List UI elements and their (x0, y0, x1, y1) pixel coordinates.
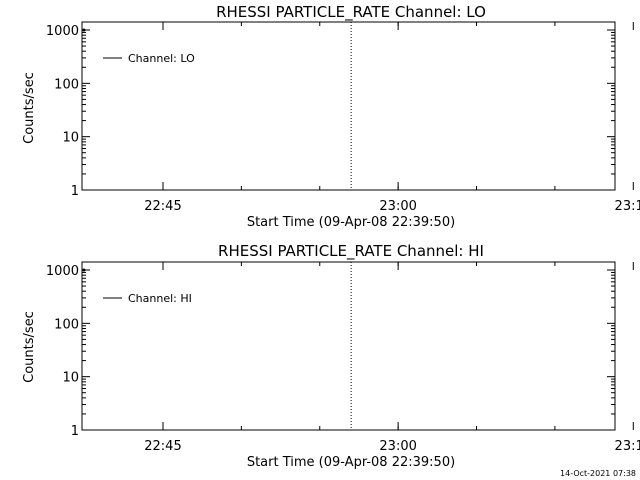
plot-frame (81, 261, 616, 431)
x-tick-label: 22:45 (144, 439, 181, 454)
legend-label: Channel: HI (128, 292, 192, 305)
panel-marks: 110100100022:4523:0023:1523:3023:4500:00… (46, 261, 640, 454)
panel-lo: RHESSI PARTICLE_RATE Channel: LO Start T… (22, 3, 640, 230)
y-tick-label: 10 (62, 371, 79, 386)
x-tick-label: 23:15 (615, 439, 640, 454)
corner-point (82, 268, 86, 272)
y-tick-label: 1 (71, 184, 79, 199)
footer-timestamp: 14-Oct-2021 07:38 (560, 469, 636, 478)
y-tick-label: 1000 (46, 24, 79, 39)
y-axis-label: Counts/sec (22, 72, 37, 144)
legend-label: Channel: LO (128, 52, 195, 65)
panel-hi: RHESSI PARTICLE_RATE Channel: HI Start T… (22, 242, 640, 470)
x-tick-label: 23:15 (615, 199, 640, 214)
x-tick-label: 23:00 (379, 439, 416, 454)
panel-title: RHESSI PARTICLE_RATE Channel: LO (216, 3, 486, 22)
x-axis-label: Start Time (09-Apr-08 22:39:50) (247, 215, 455, 230)
y-tick-label: 100 (54, 317, 79, 332)
y-tick-label: 10 (62, 131, 79, 146)
panel-title: RHESSI PARTICLE_RATE Channel: HI (218, 242, 484, 261)
y-tick-label: 100 (54, 77, 79, 92)
x-axis-label: Start Time (09-Apr-08 22:39:50) (247, 455, 455, 470)
corner-point (82, 28, 86, 32)
panel-marks: 110100100022:4523:0023:1523:3023:4500:00… (46, 21, 640, 214)
x-tick-label: 23:00 (379, 199, 416, 214)
x-tick-label: 22:45 (144, 199, 181, 214)
y-axis-label: Counts/sec (22, 311, 37, 383)
plot-frame (81, 21, 616, 191)
y-tick-label: 1 (71, 424, 79, 439)
y-tick-label: 1000 (46, 264, 79, 279)
